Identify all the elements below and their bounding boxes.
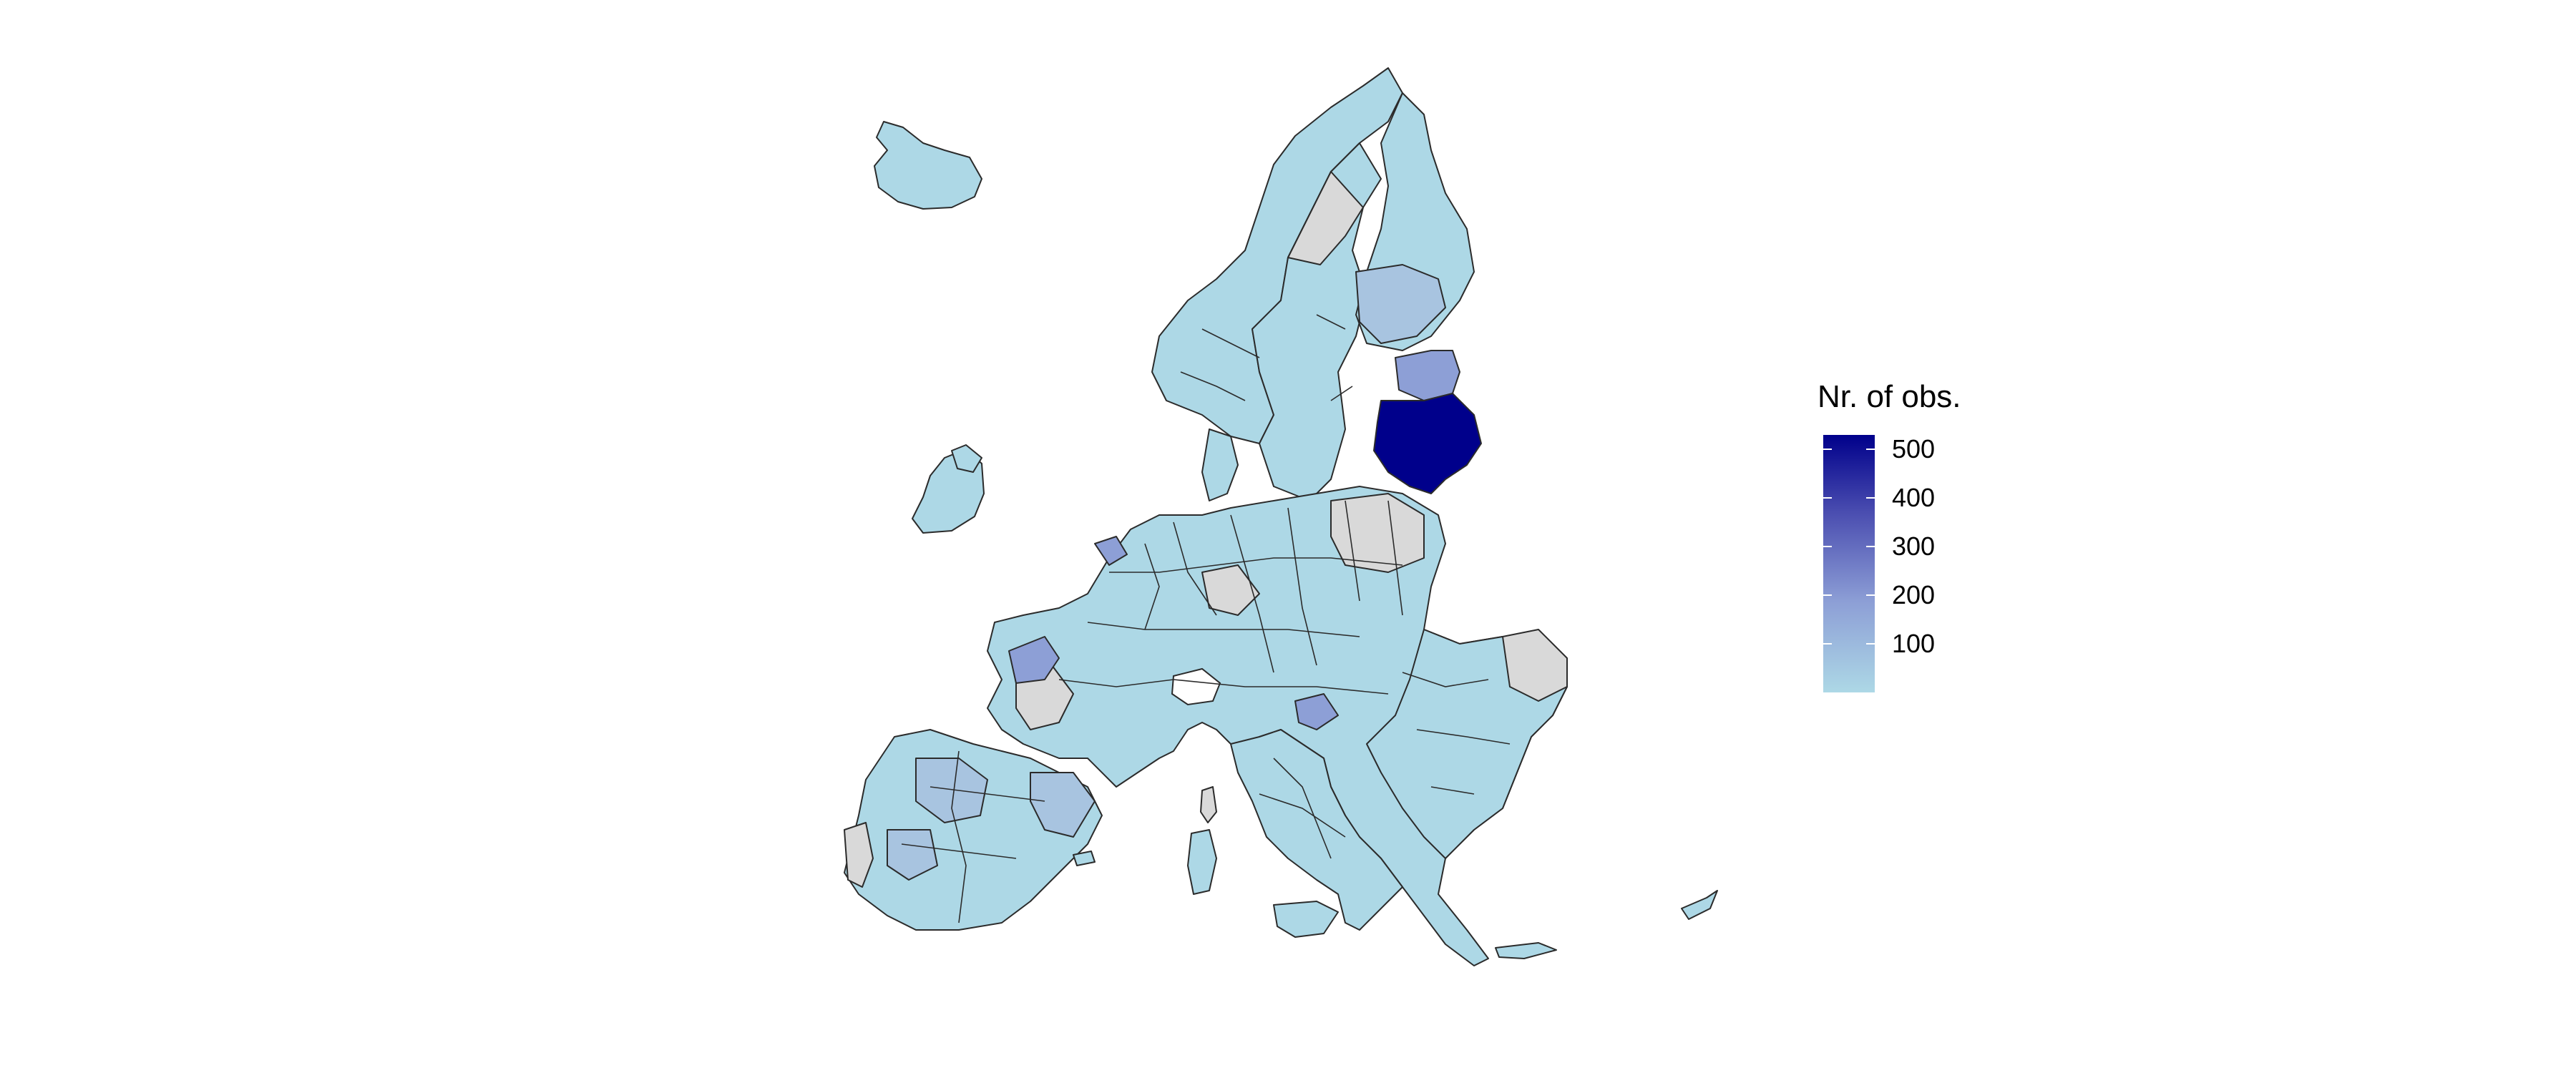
corsica [1200,786,1217,823]
denmark [1201,428,1239,501]
sweden [1252,142,1382,501]
spain-catalonia-region [1030,772,1096,838]
legend-tick-label: 300 [1892,531,1936,562]
france-highlight-region [1008,636,1060,684]
legend-title: Nr. of obs. [1818,379,1961,414]
legend-tick-label: 500 [1892,434,1936,464]
switzerland [1171,667,1221,706]
romania-gray-region [1502,629,1568,702]
legend-tick-label: 100 [1892,629,1936,659]
northern-ireland [951,444,982,473]
balearic-islands [1073,851,1096,866]
continental-europe [987,486,1568,966]
italy [1230,729,1403,931]
finland-south-region [1355,264,1446,344]
croatia-highlight-region [1294,693,1339,730]
legend: Nr. of obs. 500 400 300 200 100 [1818,379,2004,708]
sweden-north-region [1287,171,1364,265]
sardinia [1187,829,1217,895]
portugal-region [844,822,874,888]
poland-gray-region [1330,493,1425,573]
spain-south-region [887,829,938,881]
legend-colorbar [1823,435,1875,692]
iceland [874,121,982,210]
legend-tick-label: 400 [1892,483,1936,513]
estonia [1395,350,1460,401]
sicily [1273,901,1339,938]
spain-central-region [915,758,988,823]
crete [1495,942,1557,959]
legend-tick-label: 200 [1892,580,1936,610]
benelux-highlight-region [1094,536,1128,566]
region-borders [901,314,1511,923]
cyprus [1681,890,1718,920]
latvia-lithuania [1373,393,1482,494]
